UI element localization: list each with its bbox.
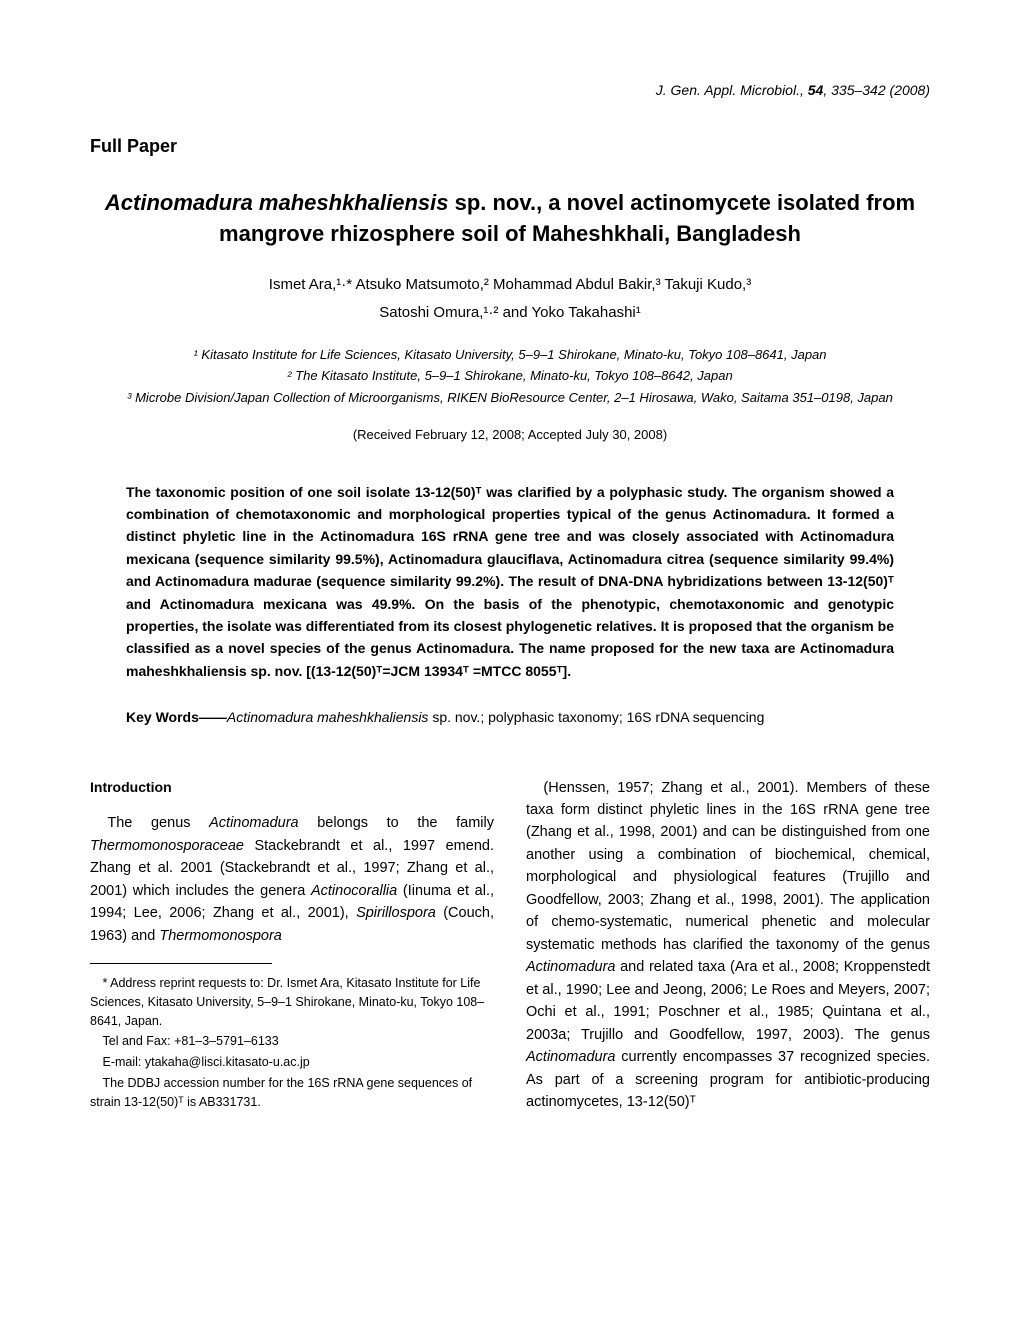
authors-line-2: Satoshi Omura,¹·² and Yoko Takahashi¹ <box>90 302 930 325</box>
footnote-separator <box>90 963 272 964</box>
body-two-column: Introduction The genus Actinomadura belo… <box>90 777 930 1114</box>
article-title: Actinomadura maheshkhaliensis sp. nov., … <box>90 188 930 250</box>
right-column: (Henssen, 1957; Zhang et al., 2001). Mem… <box>526 777 930 1114</box>
received-dates: (Received February 12, 2008; Accepted Ju… <box>90 425 930 445</box>
introduction-heading: Introduction <box>90 777 494 799</box>
authors-line-1: Ismet Ara,¹·* Atsuko Matsumoto,² Mohamma… <box>90 274 930 297</box>
keywords-rest: sp. nov.; polyphasic taxonomy; 16S rDNA … <box>428 709 764 725</box>
footnotes: * Address reprint requests to: Dr. Ismet… <box>90 974 494 1111</box>
footnote-correspondence: * Address reprint requests to: Dr. Ismet… <box>90 974 494 1030</box>
intro-paragraph-left: The genus Actinomadura belongs to the fa… <box>90 812 494 947</box>
left-column: Introduction The genus Actinomadura belo… <box>90 777 494 1114</box>
journal-year: (2008) <box>890 82 930 98</box>
journal-name: J. Gen. Appl. Microbiol. <box>656 82 800 98</box>
footnote-telfax: Tel and Fax: +81–3–5791–6133 <box>90 1032 494 1051</box>
affiliation-2: ² The Kitasato Institute, 5–9–1 Shirokan… <box>90 366 930 386</box>
title-italic-species: Actinomadura maheshkhaliensis <box>105 190 449 215</box>
affiliation-3: ³ Microbe Division/Japan Collection of M… <box>90 388 930 408</box>
keywords-species: Actinomadura maheshkhaliensis <box>227 709 429 725</box>
keywords: Key Words——Actinomadura maheshkhaliensis… <box>126 706 894 728</box>
keywords-label: Key Words—— <box>126 709 227 725</box>
intro-paragraph-right: (Henssen, 1957; Zhang et al., 2001). Mem… <box>526 777 930 1114</box>
abstract: The taxonomic position of one soil isola… <box>126 481 894 683</box>
section-label: Full Paper <box>90 133 930 160</box>
affiliations: ¹ Kitasato Institute for Life Sciences, … <box>90 345 930 408</box>
affiliation-1: ¹ Kitasato Institute for Life Sciences, … <box>90 345 930 365</box>
journal-volume: 54 <box>808 82 824 98</box>
journal-citation: J. Gen. Appl. Microbiol., 54, 335–342 (2… <box>90 80 930 101</box>
footnote-accession: The DDBJ accession number for the 16S rR… <box>90 1074 494 1112</box>
journal-pages: 335–342 <box>831 82 886 98</box>
footnote-email: E-mail: ytakaha@lisci.kitasato-u.ac.jp <box>90 1053 494 1072</box>
